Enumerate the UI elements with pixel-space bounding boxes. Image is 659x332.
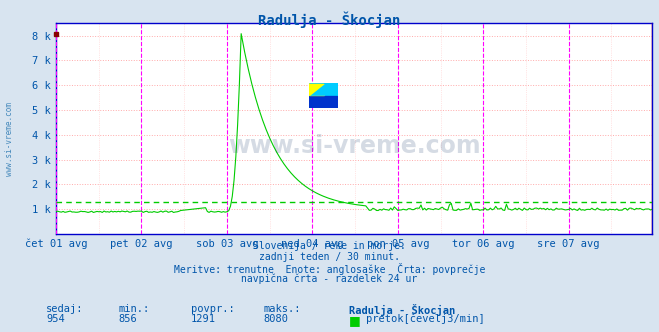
Polygon shape bbox=[310, 83, 339, 95]
Polygon shape bbox=[310, 83, 324, 95]
Text: povpr.:: povpr.: bbox=[191, 304, 235, 314]
Polygon shape bbox=[310, 83, 324, 95]
Text: 8080: 8080 bbox=[264, 314, 289, 324]
Text: pretok[čevelj3/min]: pretok[čevelj3/min] bbox=[366, 314, 484, 324]
Text: zadnji teden / 30 minut.: zadnji teden / 30 minut. bbox=[259, 252, 400, 262]
Text: www.si-vreme.com: www.si-vreme.com bbox=[228, 133, 480, 157]
Text: 954: 954 bbox=[46, 314, 65, 324]
Text: navpična črta - razdelek 24 ur: navpična črta - razdelek 24 ur bbox=[241, 274, 418, 284]
Text: ■: ■ bbox=[349, 314, 361, 327]
Text: maks.:: maks.: bbox=[264, 304, 301, 314]
Text: Slovenija / reke in morje.: Slovenija / reke in morje. bbox=[253, 241, 406, 251]
Text: Radulja - Škocjan: Radulja - Škocjan bbox=[349, 304, 455, 316]
Text: Meritve: trenutne  Enote: anglosaške  Črta: povprečje: Meritve: trenutne Enote: anglosaške Črta… bbox=[174, 263, 485, 275]
Text: Radulja - Škocjan: Radulja - Škocjan bbox=[258, 12, 401, 28]
Text: 856: 856 bbox=[119, 314, 137, 324]
Text: 1291: 1291 bbox=[191, 314, 216, 324]
Polygon shape bbox=[310, 83, 339, 95]
Text: min.:: min.: bbox=[119, 304, 150, 314]
Text: www.si-vreme.com: www.si-vreme.com bbox=[5, 103, 14, 176]
Text: sedaj:: sedaj: bbox=[46, 304, 84, 314]
